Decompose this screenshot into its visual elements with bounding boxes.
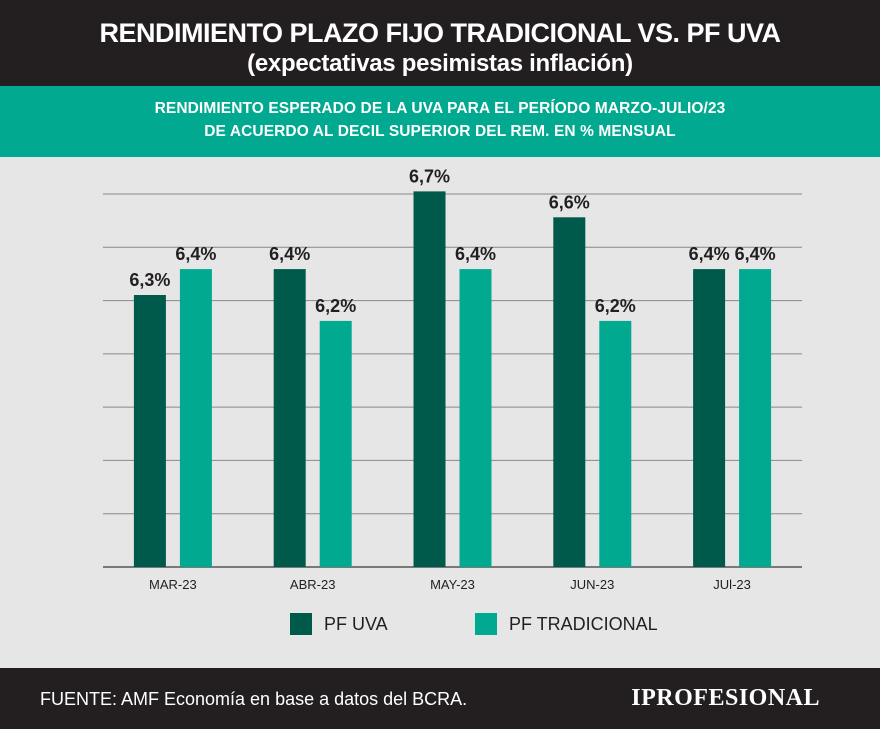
legend-swatch-pf-tradicional xyxy=(475,613,497,635)
legend-swatch-pf-uva xyxy=(290,613,312,635)
legend-item-pf-uva: PF UVA xyxy=(290,612,388,636)
footer-bar: FUENTE: AMF Economía en base a datos del… xyxy=(0,668,880,729)
legend-label-pf-uva: PF UVA xyxy=(324,613,388,634)
subheader-band: RENDIMIENTO ESPERADO DE LA UVA PARA EL P… xyxy=(0,86,880,157)
bar-pf-uva-jun-23 xyxy=(553,217,586,567)
bar-pf-tradicional-jul-23 xyxy=(739,269,772,567)
x-tick-label: MAR-23 xyxy=(149,577,197,592)
x-tick-label: JUl-23 xyxy=(713,577,751,592)
data-label: 6,4% xyxy=(689,244,730,264)
iprofesional-logo: IPROFESIONAL xyxy=(631,685,820,711)
data-label: 6,4% xyxy=(269,244,310,264)
header-bar: RENDIMIENTO PLAZO FIJO TRADICIONAL VS. P… xyxy=(0,0,880,86)
data-label: 6,7% xyxy=(409,166,450,186)
bar-pf-uva-jul-23 xyxy=(693,269,726,567)
x-tick-label: JUN-23 xyxy=(570,577,614,592)
data-label: 6,4% xyxy=(735,244,776,264)
legend-item-pf-tradicional: PF TRADICIONAL xyxy=(475,612,658,636)
bar-pf-uva-abr-23 xyxy=(273,269,306,567)
data-label: 6,2% xyxy=(315,296,356,316)
source-note: FUENTE: AMF Economía en base a datos del… xyxy=(40,689,468,709)
data-label: 6,4% xyxy=(455,244,496,264)
legend-label-pf-tradicional: PF TRADICIONAL xyxy=(509,613,658,634)
chart-title: RENDIMIENTO PLAZO FIJO TRADICIONAL VS. P… xyxy=(99,18,781,48)
x-tick-label: ABR-23 xyxy=(290,577,336,592)
bar-pf-tradicional-jun-23 xyxy=(599,320,632,567)
chart-subtitle: (expectativas pesimistas inflación) xyxy=(247,50,633,77)
data-label: 6,3% xyxy=(129,270,170,290)
bar-pf-tradicional-mar-23 xyxy=(179,269,212,567)
bar-pf-tradicional-may-23 xyxy=(459,269,492,567)
bar-pf-uva-may-23 xyxy=(413,191,446,567)
data-label: 6,4% xyxy=(175,244,216,264)
x-tick-label: MAY-23 xyxy=(430,577,475,592)
bar-pf-uva-mar-23 xyxy=(133,295,166,567)
subheader-line-1: RENDIMIENTO ESPERADO DE LA UVA PARA EL P… xyxy=(154,100,726,117)
bar-pf-tradicional-abr-23 xyxy=(319,320,352,567)
data-label: 6,6% xyxy=(549,192,590,212)
bar-chart: 6,3%6,4%MAR-236,4%6,2%ABR-236,7%6,4%MAY-… xyxy=(103,166,802,592)
subheader-line-2: DE ACUERDO AL DECIL SUPERIOR DEL REM. EN… xyxy=(204,123,676,140)
data-label: 6,2% xyxy=(595,296,636,316)
